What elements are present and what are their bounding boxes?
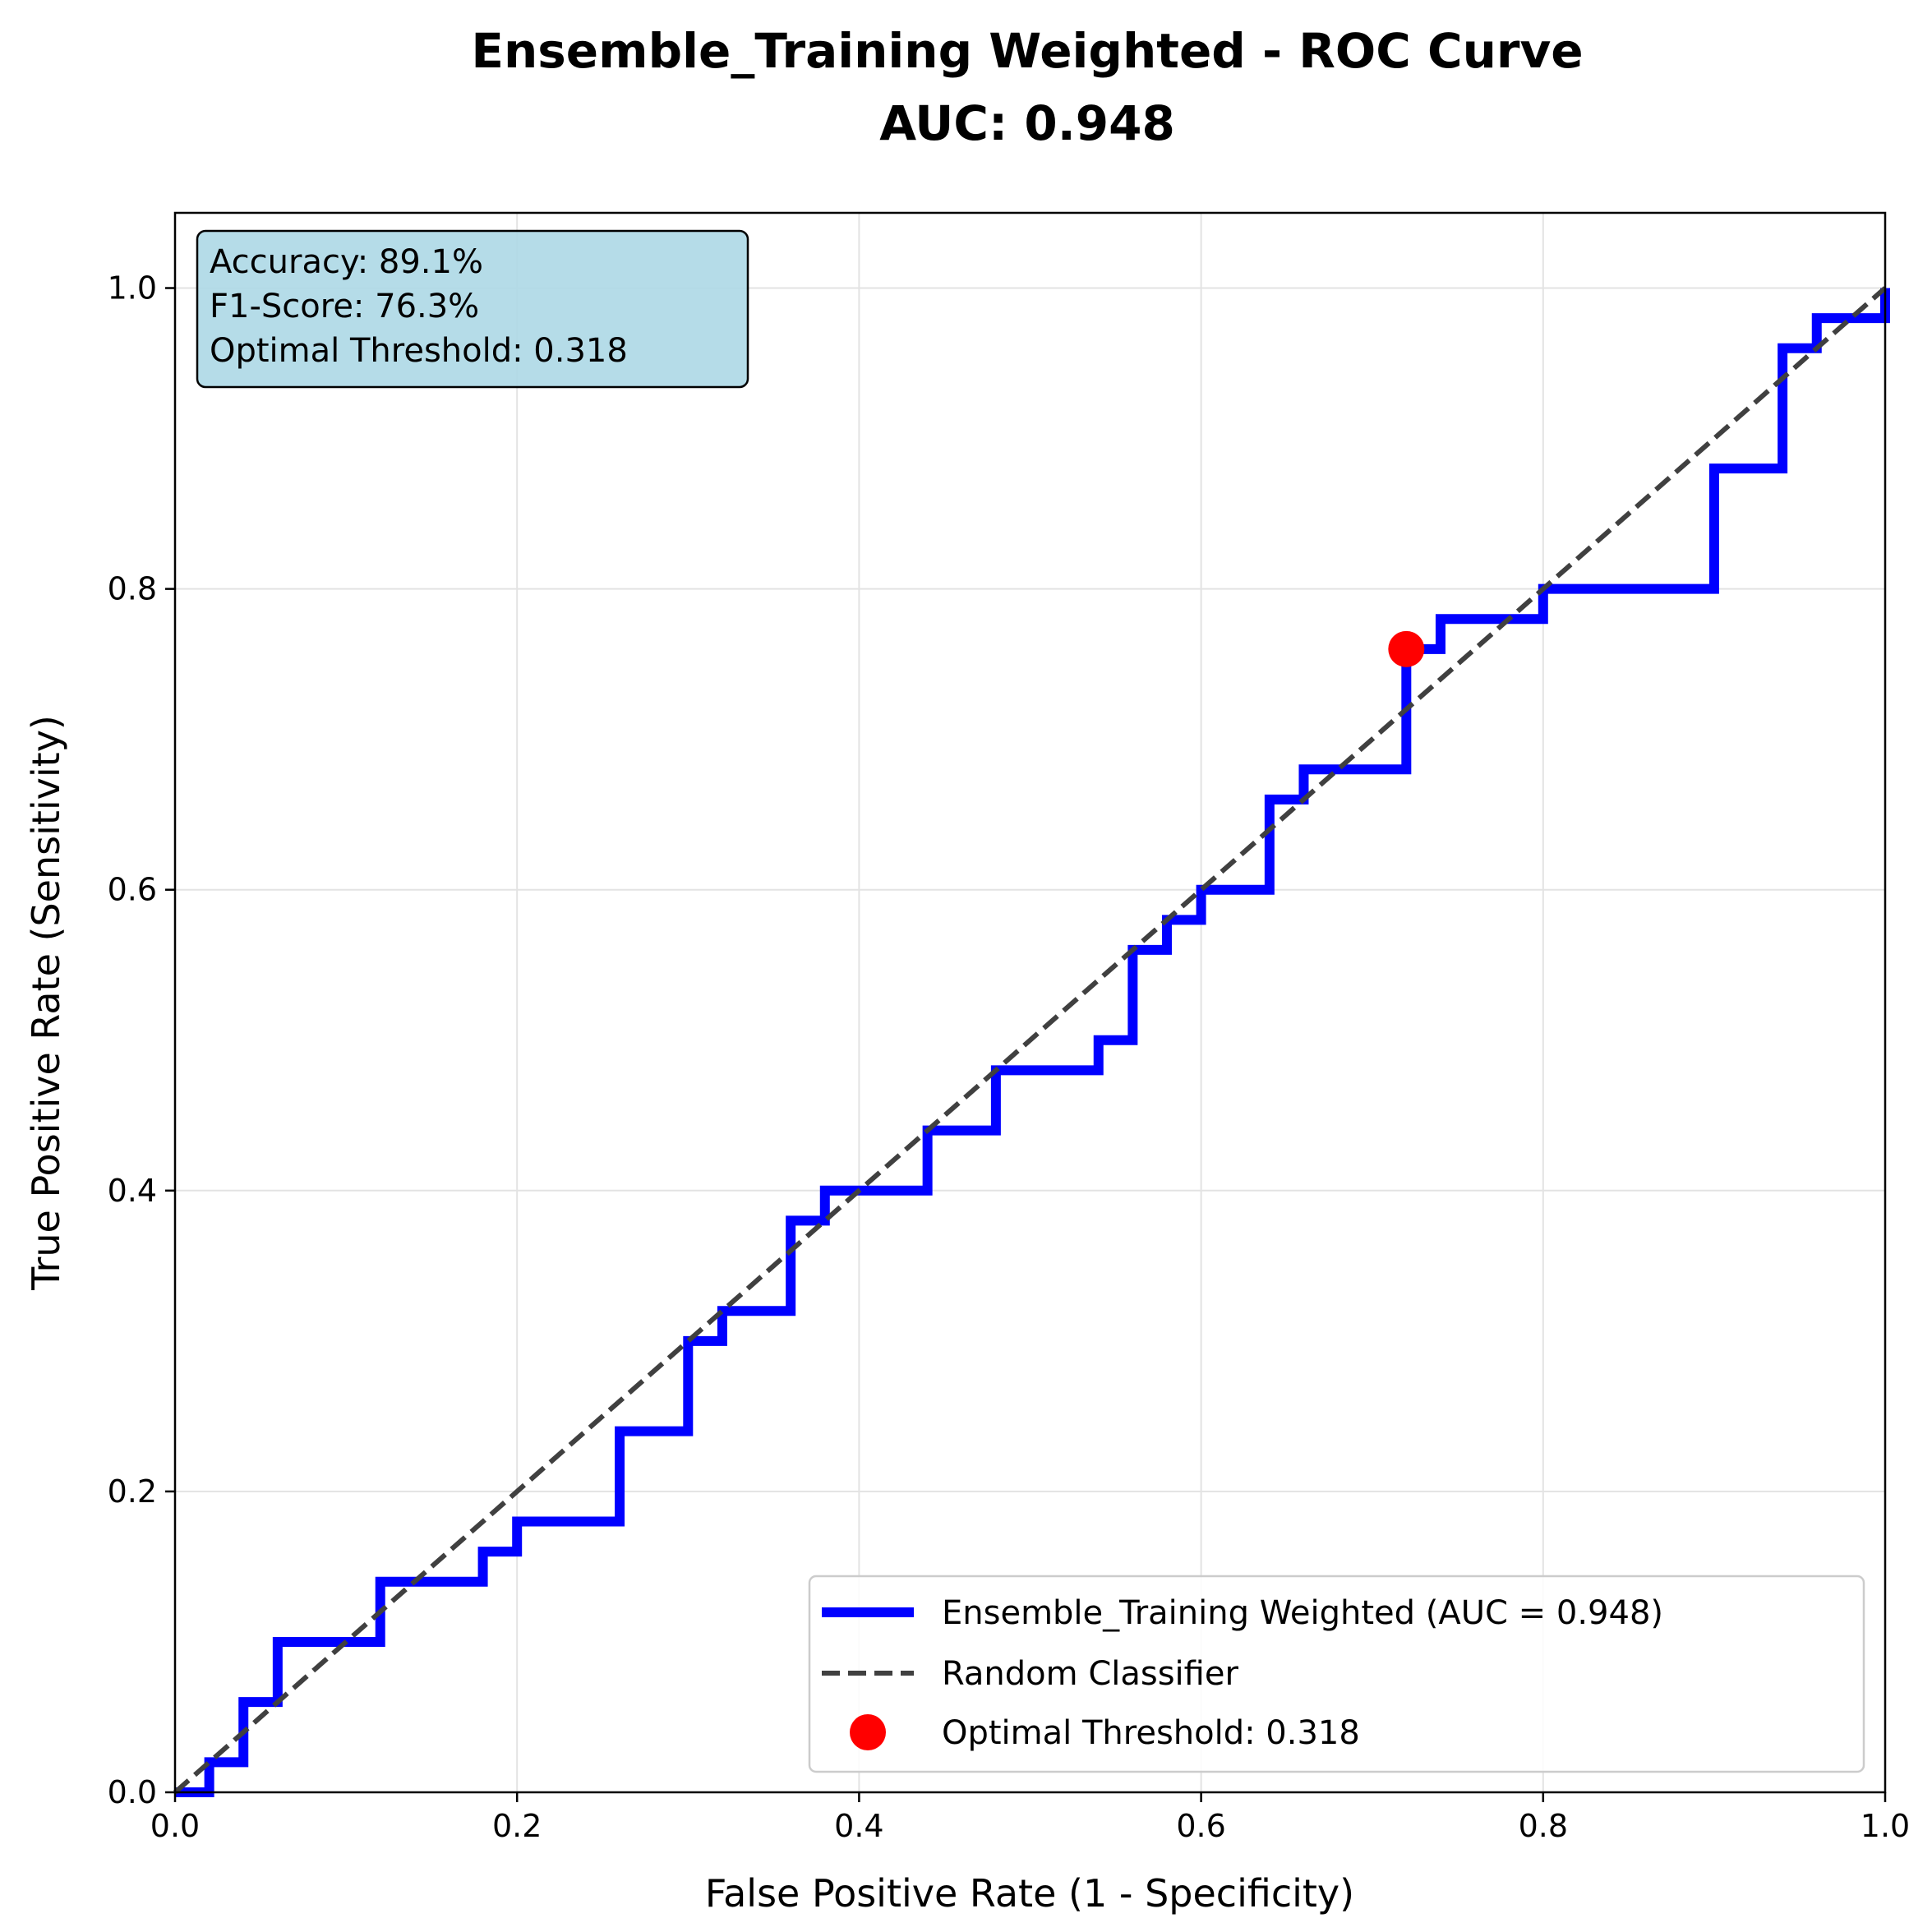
x-tick-label: 0.2 [492,1808,542,1844]
y-axis-label: True Positive Rate (Sensitivity) [24,715,68,1291]
random-classifier-line [173,286,1887,1795]
x-tick-label: 0.8 [1519,1808,1568,1844]
y-tick-label: 0.6 [108,872,157,908]
legend-swatch-optimal [850,1714,886,1750]
y-tick-label: 1.0 [108,270,157,307]
legend-box [808,1575,1865,1773]
stats-optimal-threshold: Optimal Threshold: 0.318 [210,332,628,370]
stats-f1-score: F1-Score: 76.3% [210,288,479,325]
legend-label-optimal: Optimal Threshold: 0.318 [942,1714,1360,1752]
legend: Ensemble_Training Weighted (AUC = 0.948)… [808,1575,1865,1773]
stats-accuracy: Accuracy: 89.1% [210,243,483,281]
x-tick-label: 0.0 [150,1808,200,1844]
y-tick-label: 0.2 [108,1473,157,1510]
optimal-threshold-marker [1388,630,1425,667]
axis-ticks: 0.0 0.2 0.4 0.6 0.8 1.0 0.0 0.2 0.4 0.6 0.8 1.0 [108,270,1911,1844]
legend-label-roc: Ensemble_Training Weighted (AUC = 0.948) [942,1594,1663,1632]
x-tick-label: 1.0 [1861,1808,1910,1844]
x-tick-label: 0.6 [1176,1808,1225,1844]
stats-box: Accuracy: 89.1% F1-Score: 76.3% Optimal … [196,229,749,389]
plot-frame [173,211,1887,1794]
y-tick-label: 0.8 [108,571,157,607]
y-tick-label: 0.4 [108,1173,157,1209]
chart-title-line2: AUC: 0.948 [879,95,1175,151]
x-tick-label: 0.4 [834,1808,883,1844]
x-axis-label: False Positive Rate (1 - Specificity) [705,1871,1354,1916]
y-tick-label: 0.0 [108,1774,157,1810]
plot-series [173,286,1890,1797]
chart-title-line1: Ensemble_Training Weighted - ROC Curve [471,23,1583,79]
legend-label-random: Random Classifier [942,1655,1238,1693]
stats-box-background [196,229,749,389]
